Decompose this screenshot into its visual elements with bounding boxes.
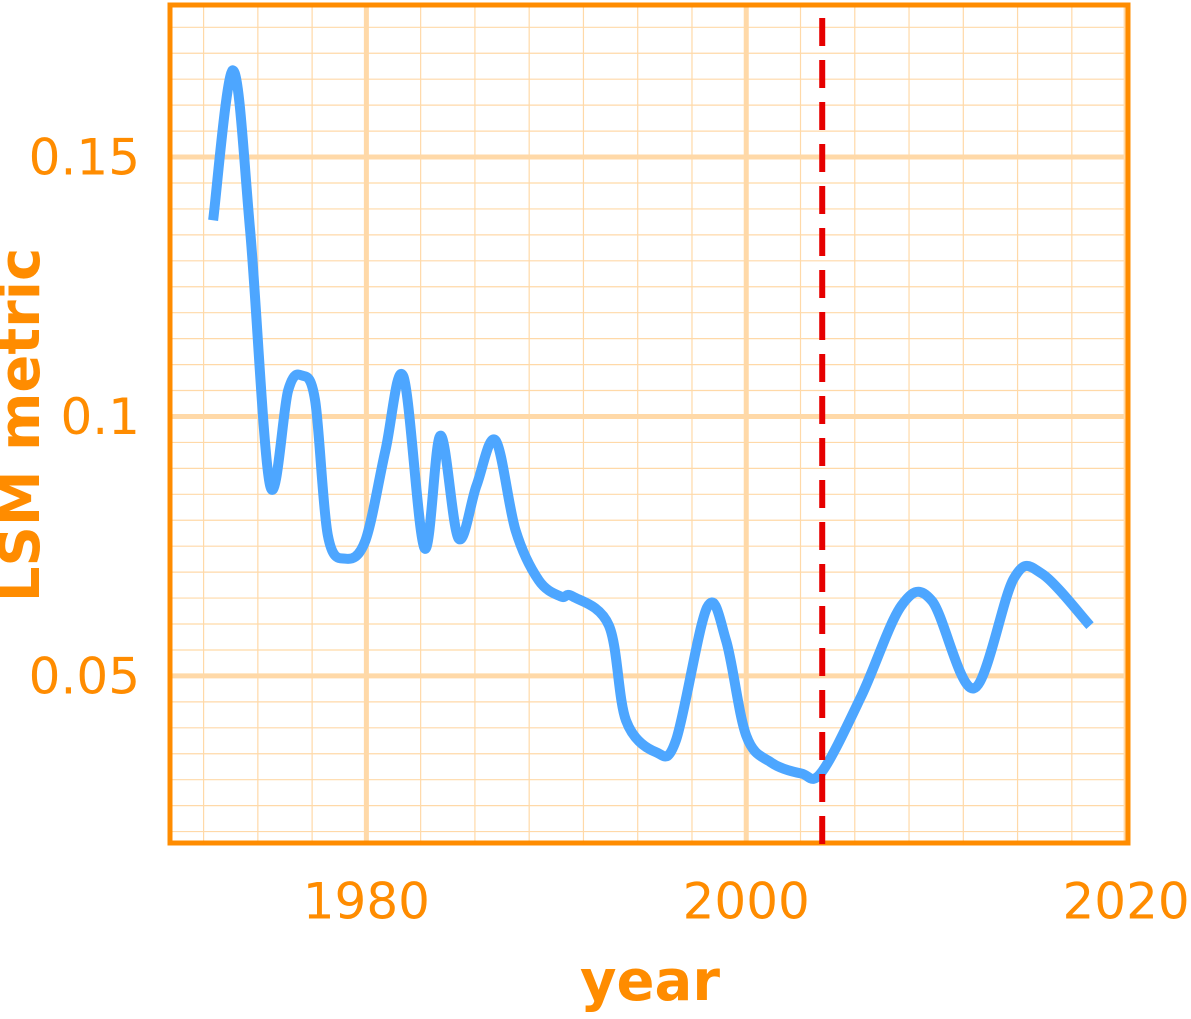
y-tick-label: 0.05 [29,647,140,705]
x-axis-label: year [580,949,720,1014]
y-tick-label: 0.15 [29,129,140,187]
plot-frame [167,2,1131,846]
x-tick-label: 2000 [683,873,810,931]
data-line [208,65,1094,784]
x-tick-label: 1980 [303,873,430,931]
x-tick-label: 2020 [1062,873,1189,931]
y-tick-label: 0.1 [60,388,140,446]
y-axis-label: LSM metric [0,248,53,602]
